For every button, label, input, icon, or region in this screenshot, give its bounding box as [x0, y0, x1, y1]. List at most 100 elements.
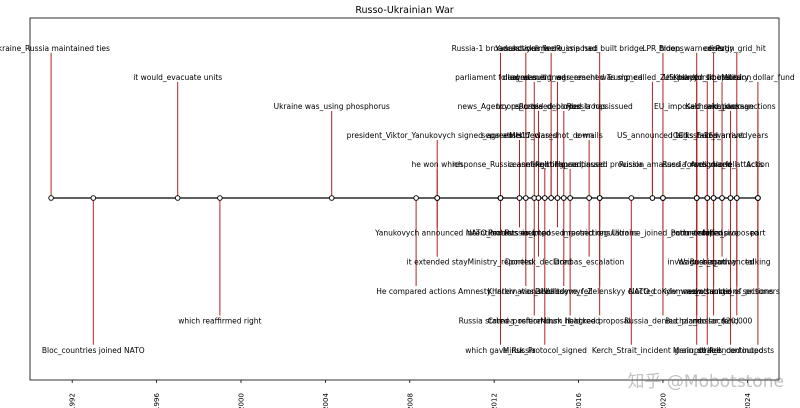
event-label: Wagner_mutiny — [678, 258, 737, 267]
event-label: Volodymyr_Zelenskyy elected — [544, 287, 656, 296]
event-label: Russia_imposed_restrictions — [505, 228, 611, 237]
event-label: Donbas_escalation — [554, 258, 625, 267]
event-label: imposed regulations — [561, 228, 637, 237]
event-label: Kherson_liberated — [673, 73, 741, 82]
event-marker — [174, 195, 181, 201]
event-label: Russia_amassed_forces — [619, 160, 707, 169]
event-label: F-16s_arrived — [697, 131, 748, 140]
event-label: Bucha_massacre — [665, 316, 728, 325]
event-label: energy_grid_hit — [708, 44, 766, 53]
event-label: talks_failed — [676, 131, 719, 140]
event-marker — [660, 195, 666, 201]
event-label: Mariupol_fell — [673, 346, 721, 355]
event-label: a_dollar_fund — [688, 316, 738, 325]
event-marker — [548, 195, 554, 201]
event-label: Action — [746, 160, 770, 169]
event-label: Crimea_referendum held — [488, 316, 581, 325]
event-marker — [48, 195, 54, 201]
x-tick-label: 2000 — [237, 393, 245, 408]
event-label: US_placed_troops — [664, 73, 730, 82]
event-label: outposts — [742, 346, 774, 355]
event-label: grain_deal_ended — [674, 346, 741, 355]
event-label: MH17_was_shot_down — [509, 131, 593, 140]
event-marker — [542, 195, 548, 201]
event-label: Kerch_Strait_incident — [592, 346, 671, 355]
event-marker — [217, 195, 223, 201]
event-label: backed proposal — [569, 316, 631, 325]
event-marker — [328, 195, 335, 201]
x-tick-label: 2024 — [744, 393, 752, 408]
chart-title: Russo-Ukrainian War — [355, 5, 453, 16]
x-tick-label: 2020 — [659, 393, 667, 408]
event-label: talks_proposed — [702, 228, 759, 237]
event-label: it would_evacuate units — [133, 73, 222, 82]
event-label: counteroffensive — [676, 228, 739, 237]
event-label: agreement_was_reached — [511, 73, 605, 82]
event-label: drone_attacks — [710, 160, 763, 169]
x-tick-label: 2012 — [491, 393, 499, 408]
event-marker — [523, 195, 529, 201]
event-label: Biden_warned_Putin — [659, 44, 735, 53]
event-label: invasion_began — [667, 258, 726, 267]
event-label: Ukraine_Russia maintained ties — [0, 44, 110, 53]
event-label: Russia_deployed_troops — [519, 102, 609, 111]
event-marker — [596, 195, 603, 201]
event-label: Debaltseve_fell — [535, 287, 593, 296]
event-label: sections — [742, 287, 773, 296]
event-label: Kharkiv_was_shelled — [487, 287, 564, 296]
event-label: news_Agency reported — [458, 102, 544, 111]
watermark: 知乎 @Mobotstone — [627, 372, 785, 392]
event-label: Russia_advanced — [690, 258, 755, 267]
x-tick-label: 2004 — [322, 393, 330, 408]
event-label: Russia stated_position — [459, 316, 543, 325]
event-label: parliament followed suit — [455, 73, 546, 82]
event-label: $20,000 — [721, 316, 752, 325]
event-marker — [710, 195, 717, 201]
event-marker — [516, 195, 523, 201]
event-marker — [693, 195, 700, 201]
event-label: Russia_denied_plans — [624, 316, 701, 325]
event-marker — [755, 195, 761, 201]
event-label: it extended stay — [407, 258, 469, 267]
event-label: Avdiivka_fell — [690, 160, 736, 169]
event-label: separatists declared — [481, 131, 557, 140]
x-tick-label: 1996 — [153, 393, 161, 408]
x-tick-label: 1992 — [69, 393, 77, 408]
event-marker — [413, 195, 419, 201]
event-label: years — [748, 131, 769, 140]
event-label: Ukraine was_using phosphorus — [274, 102, 390, 111]
event-label: sanctions — [740, 102, 776, 111]
event-marker — [434, 195, 440, 201]
event-label: Kyiv_was_attacked — [662, 287, 732, 296]
event-label: House passed provision — [555, 160, 644, 169]
event-label: which gave_Russia — [465, 346, 536, 355]
event-marker — [727, 195, 734, 201]
event-marker — [90, 195, 97, 201]
event-label: Protests erupted — [488, 228, 550, 237]
event-label: Kursk_incursion — [693, 73, 752, 82]
event-marker — [554, 195, 561, 201]
event-label: Russia_recognized — [662, 160, 731, 169]
plot-frame — [29, 17, 780, 381]
event-label: Russia has issued — [567, 102, 633, 111]
event-label: Amnesty_International — [458, 287, 543, 296]
event-marker — [567, 195, 573, 201]
event-label: new_sanctions — [686, 287, 741, 296]
event-label: Military_dollar_fund — [721, 73, 795, 82]
event-label: US_announced_aid — [617, 131, 688, 140]
x-tick-label: 2016 — [575, 393, 583, 408]
event-marker — [734, 195, 740, 201]
event-label: sanctions_were_imposed — [504, 44, 598, 53]
x-axis-ticks: 1992 1996 2000 2004 2008 2012 2016 2020 2024 — [69, 380, 752, 408]
event-label: ceasefire_collapsed — [508, 160, 582, 169]
event-label: Bloc_countries joined NATO — [42, 346, 145, 355]
event-label: strikes_continued — [698, 346, 764, 355]
event-stems — [50, 52, 759, 345]
event-label: NATO_condemned — [629, 287, 698, 296]
event-label: aid_package — [707, 102, 754, 111]
event-label: LPR_troops — [642, 44, 683, 53]
event-label: Minsk_II_agreed — [540, 316, 600, 325]
event-label: president_Viktor_Yanukovych signed_agree… — [347, 131, 528, 140]
event-labels: Ukraine_Russia maintained ties Bloc_count… — [0, 44, 795, 355]
